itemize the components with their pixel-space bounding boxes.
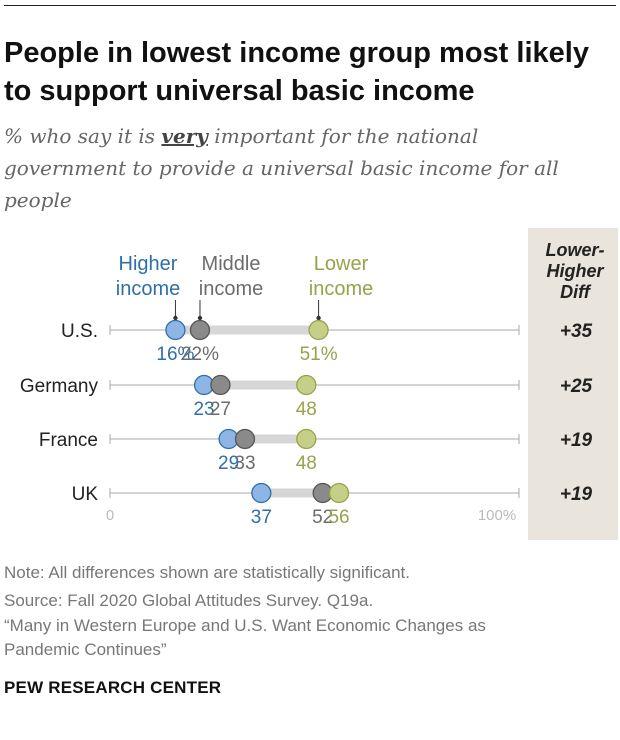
- diff-header-label: Higher: [546, 261, 604, 281]
- data-label: 52: [312, 507, 333, 528]
- data-label: 48: [296, 399, 317, 420]
- source-line: Source: Fall 2020 Global Attitudes Surve…: [4, 591, 374, 610]
- report-title-line-1: “Many in Western Europe and U.S. Want Ec…: [4, 616, 486, 635]
- data-label: 27: [210, 399, 231, 420]
- legend-label: Lower: [314, 253, 369, 275]
- subtitle-emphasis: very: [161, 124, 208, 148]
- data-dot: [234, 428, 256, 450]
- data-label: 16%: [156, 344, 194, 365]
- legend-pointer-dot: [173, 315, 178, 321]
- data-label: 56: [328, 507, 349, 528]
- diff-header-label: Lower-: [545, 240, 604, 260]
- data-dot: [210, 374, 231, 396]
- subtitle-prefix: % who say it is: [4, 124, 162, 148]
- category-label: France: [39, 430, 98, 451]
- data-dot: [165, 319, 186, 341]
- chart-subtitle: % who say it is very important for the n…: [4, 120, 604, 216]
- data-dot: [296, 428, 317, 450]
- dot-plot-chart: Lower-HigherDiffHigherincomeMiddleincome…: [20, 228, 618, 540]
- category-label: U.S.: [61, 321, 98, 342]
- legend-label: income: [116, 278, 180, 300]
- org-credit: PEW RESEARCH CENTER: [4, 678, 222, 697]
- diff-value: +25: [560, 376, 593, 397]
- note-line: Note: All differences shown are statisti…: [4, 563, 410, 582]
- data-label: 23: [193, 399, 214, 420]
- data-dot: [296, 374, 317, 396]
- chart-title: People in lowest income group most likel…: [4, 37, 589, 107]
- axis-min-label: 0: [106, 507, 114, 524]
- legend-label: income: [199, 278, 263, 300]
- data-dot: [308, 319, 329, 341]
- legend-label: Middle: [202, 253, 261, 275]
- legend-pointer-dot: [197, 315, 203, 321]
- data-dot: [328, 482, 350, 504]
- data-dot: [251, 482, 272, 504]
- diff-column-bg: [528, 228, 618, 540]
- top-rule: [4, 5, 616, 6]
- data-label: 29: [218, 453, 239, 474]
- report-title-line-2: Pandemic Continues”: [4, 640, 167, 659]
- data-label: 48: [296, 453, 317, 474]
- legend-label: income: [309, 278, 373, 300]
- data-label: 33: [234, 453, 255, 474]
- legend-label: Higher: [119, 253, 178, 275]
- diff-value: +19: [560, 430, 593, 451]
- data-label: 37: [251, 507, 272, 528]
- data-label: 22%: [181, 344, 219, 365]
- category-label: UK: [72, 484, 99, 505]
- diff-value: +35: [560, 321, 593, 342]
- data-dot: [189, 319, 211, 341]
- subtitle-suffix: important for the national government to…: [4, 124, 559, 212]
- legend-pointer-dot: [316, 315, 321, 321]
- category-label: Germany: [20, 376, 99, 397]
- axis-max-label: 100%: [478, 507, 516, 524]
- diff-value: +19: [560, 484, 593, 505]
- diff-header-label: Diff: [560, 282, 592, 302]
- data-label: 51%: [300, 344, 338, 365]
